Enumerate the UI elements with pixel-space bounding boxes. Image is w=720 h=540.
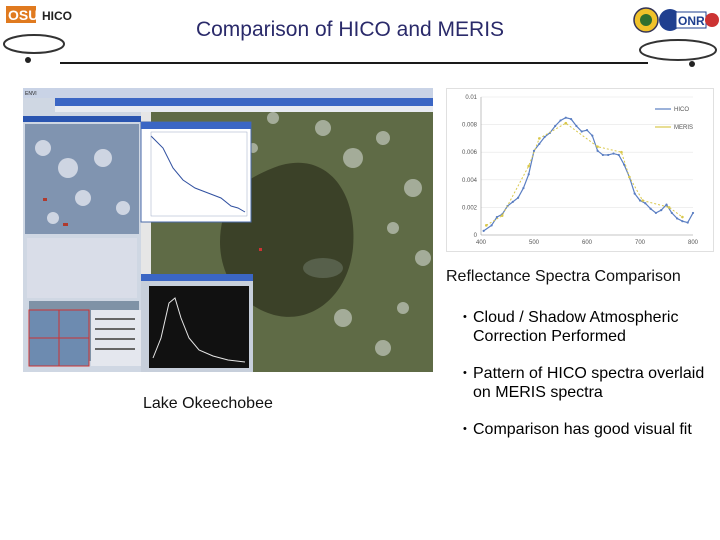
- lake-okeechobee: [220, 162, 354, 317]
- data-point: [517, 196, 520, 199]
- data-point: [623, 163, 626, 166]
- data-point: [538, 142, 541, 146]
- data-point: [527, 164, 530, 168]
- data-point: [641, 199, 644, 202]
- data-point: [644, 202, 647, 205]
- data-point: [620, 150, 623, 154]
- reflectance-spectra-chart: 0 0.002 0.004 0.006 0.008 0.01 400 500 600 700 800…: [446, 88, 714, 252]
- data-point: [612, 152, 615, 155]
- data-point: [482, 229, 485, 232]
- x-tick-label: 500: [529, 240, 540, 246]
- data-point: [585, 129, 589, 132]
- y-tick-label: 0: [474, 233, 478, 239]
- data-point: [676, 217, 679, 220]
- data-point: [670, 211, 673, 215]
- data-point: [665, 203, 668, 206]
- bullet-item: Comparison has good visual fit: [460, 420, 710, 439]
- svg-text:HICO: HICO: [42, 9, 72, 23]
- bullet-item: Pattern of HICO spectra overlaid on MERI…: [460, 364, 710, 402]
- legend-label: HICO: [674, 107, 689, 113]
- chart-series: [482, 116, 695, 232]
- svg-text:ENVI: ENVI: [25, 91, 37, 97]
- envi-screenshot-composite: ENVI: [23, 88, 433, 372]
- data-point: [527, 173, 530, 176]
- data-point: [543, 135, 546, 139]
- slide-title: Comparison of HICO and MERIS: [195, 18, 505, 41]
- series-line-hico: [483, 117, 694, 232]
- data-point: [628, 175, 631, 179]
- y-tick-label: 0.004: [462, 178, 478, 184]
- chart-legend: HICO MERIS: [655, 107, 693, 131]
- svg-text:OSU: OSU: [8, 7, 38, 23]
- chart-axes: 0 0.002 0.004 0.006 0.008 0.01 400 500 600 700 800: [462, 95, 699, 246]
- data-point: [564, 116, 567, 119]
- data-point: [495, 215, 498, 219]
- data-point: [638, 199, 642, 202]
- x-tick-label: 600: [582, 240, 593, 246]
- profile-line: [150, 135, 246, 213]
- data-point: [681, 220, 684, 223]
- data-point: [570, 117, 573, 121]
- data-point: [667, 206, 671, 209]
- data-point: [660, 209, 663, 212]
- data-point: [591, 134, 594, 137]
- chart-grid: [481, 96, 693, 236]
- data-point: [532, 149, 536, 152]
- data-point: [633, 192, 636, 195]
- data-point: [681, 215, 684, 219]
- data-point: [617, 153, 620, 157]
- series-line-meris: [486, 122, 683, 226]
- data-point: [485, 224, 488, 227]
- onr-logo: ONR: [633, 7, 719, 67]
- x-tick-label: 700: [635, 240, 646, 246]
- y-tick-label: 0.002: [462, 205, 478, 211]
- data-point: [686, 221, 689, 224]
- data-point: [538, 137, 541, 140]
- data-point: [596, 149, 599, 152]
- x-tick-label: 400: [476, 240, 487, 246]
- legend-label: MERIS: [674, 125, 693, 131]
- data-point: [522, 186, 525, 190]
- data-point: [564, 121, 568, 125]
- data-point: [649, 207, 652, 210]
- data-point: [691, 211, 695, 215]
- spectra-caption: Reflectance Spectra Comparison: [446, 268, 681, 285]
- y-tick-label: 0.01: [465, 95, 477, 101]
- y-tick-label: 0.008: [462, 123, 478, 129]
- title-underline: [60, 62, 648, 64]
- data-point: [511, 200, 514, 203]
- data-point: [575, 124, 578, 128]
- data-point: [601, 153, 604, 157]
- osu-hico-logo: OSU HICO: [3, 6, 72, 63]
- x-tick-label: 800: [688, 240, 699, 246]
- data-point: [580, 130, 583, 133]
- data-point: [607, 153, 610, 157]
- bullet-item: Cloud / Shadow Atmospheric Correction Pe…: [460, 308, 710, 346]
- data-point: [490, 224, 493, 227]
- lake-caption: Lake Okeechobee: [143, 395, 273, 412]
- spectral-profile-line: [152, 297, 246, 363]
- y-tick-label: 0.006: [462, 150, 478, 156]
- svg-text:ONR: ONR: [678, 14, 705, 28]
- data-point: [654, 211, 657, 215]
- bullet-list: Cloud / Shadow Atmospheric Correction Pe…: [460, 308, 710, 457]
- data-point: [596, 145, 599, 148]
- data-point: [559, 119, 562, 122]
- data-point: [554, 124, 557, 128]
- data-point: [500, 214, 504, 217]
